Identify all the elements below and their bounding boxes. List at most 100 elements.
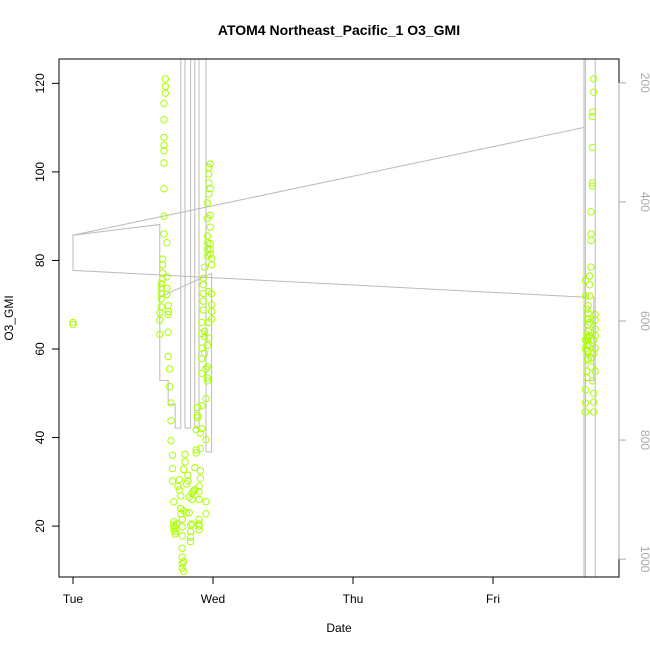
data-point <box>186 533 195 541</box>
data-point <box>164 328 172 336</box>
data-point <box>205 318 213 327</box>
y2-tick-label: 400 <box>638 192 650 212</box>
data-point <box>583 367 591 375</box>
data-point <box>160 230 168 238</box>
y-tick-label: 80 <box>33 253 47 267</box>
data-point <box>203 374 212 382</box>
x-axis: Tue Wed Thu Fri <box>63 576 500 606</box>
data-point <box>178 544 186 552</box>
data-point <box>195 495 203 504</box>
data-point <box>590 75 598 83</box>
data-point <box>164 310 172 319</box>
data-point <box>203 341 212 350</box>
data-point <box>186 527 195 536</box>
data-point <box>185 509 193 517</box>
y-tick-label: 120 <box>33 73 47 93</box>
data-point <box>590 389 598 397</box>
data-point <box>184 471 192 479</box>
y2-axis: 200 400 600 800 1000 <box>618 73 650 573</box>
data-point <box>205 287 213 296</box>
data-point <box>160 99 168 108</box>
data-point <box>206 160 214 168</box>
data-point <box>202 510 210 518</box>
data-point <box>165 365 174 373</box>
data-point <box>179 567 188 575</box>
data-point <box>583 305 591 313</box>
data-point <box>178 532 186 540</box>
data-point <box>591 325 599 333</box>
data-point <box>189 487 198 495</box>
data-point <box>206 211 214 220</box>
data-point <box>158 255 167 263</box>
data-point <box>156 330 164 339</box>
data-point <box>199 274 207 282</box>
data-point <box>207 261 216 269</box>
data-point <box>160 159 168 167</box>
y2-tick-label: 200 <box>638 73 650 93</box>
data-point <box>203 199 212 207</box>
y-tick-label: 60 <box>33 342 47 356</box>
data-point <box>196 444 205 453</box>
data-point <box>165 382 174 391</box>
data-point <box>157 279 165 288</box>
data-point <box>193 411 202 420</box>
data-point <box>175 475 184 484</box>
data-point <box>581 345 590 353</box>
data-point <box>206 185 214 193</box>
y2-tick-label: 600 <box>638 311 650 331</box>
data-point <box>195 482 203 490</box>
data-point <box>198 369 206 377</box>
series-line <box>72 59 596 577</box>
data-point <box>203 232 212 240</box>
data-point <box>170 498 178 506</box>
data-point <box>591 367 599 375</box>
data-point <box>591 344 599 352</box>
x-tick-label: Thu <box>343 592 364 606</box>
data-point <box>164 307 172 316</box>
data-point <box>198 318 206 327</box>
data-point <box>160 185 168 193</box>
data-point <box>179 557 188 566</box>
data-point <box>206 250 214 258</box>
data-point <box>588 112 597 121</box>
data-point <box>191 463 199 472</box>
data-point <box>199 306 207 314</box>
data-point <box>587 263 595 271</box>
data-point <box>193 413 202 422</box>
data-point <box>590 88 598 96</box>
data-point <box>158 261 167 269</box>
data-point <box>160 116 168 124</box>
x-tick-label: Tue <box>63 592 84 606</box>
data-point <box>200 263 209 271</box>
data-point <box>69 318 77 327</box>
data-point <box>192 449 200 457</box>
data-point <box>590 408 598 416</box>
y-tick-label: 100 <box>33 162 47 182</box>
data-point <box>206 239 214 248</box>
data-point <box>160 212 168 220</box>
data-point <box>206 245 214 254</box>
chart-title: ATOM4 Northeast_Pacific_1 O3_GMI <box>218 22 460 38</box>
data-point <box>200 327 209 335</box>
data-point <box>196 467 205 475</box>
data-point <box>587 208 595 216</box>
y-axis-label: O3_GMI <box>2 295 16 340</box>
data-point <box>178 523 186 531</box>
data-point <box>157 284 165 292</box>
data-point <box>202 436 210 444</box>
data-point <box>206 223 214 231</box>
data-point <box>202 365 210 373</box>
data-point <box>178 515 186 524</box>
data-point <box>184 477 192 485</box>
data-point <box>193 403 202 412</box>
data-point <box>160 141 168 150</box>
data-point <box>160 133 168 142</box>
x-tick-label: Wed <box>201 592 225 606</box>
data-point <box>177 492 185 500</box>
data-point <box>160 146 168 155</box>
data-point <box>203 377 212 385</box>
data-point <box>202 394 210 403</box>
data-point <box>581 386 590 394</box>
